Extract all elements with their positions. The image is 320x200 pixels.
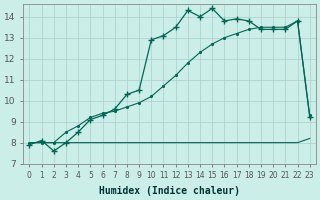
X-axis label: Humidex (Indice chaleur): Humidex (Indice chaleur) bbox=[99, 186, 240, 196]
